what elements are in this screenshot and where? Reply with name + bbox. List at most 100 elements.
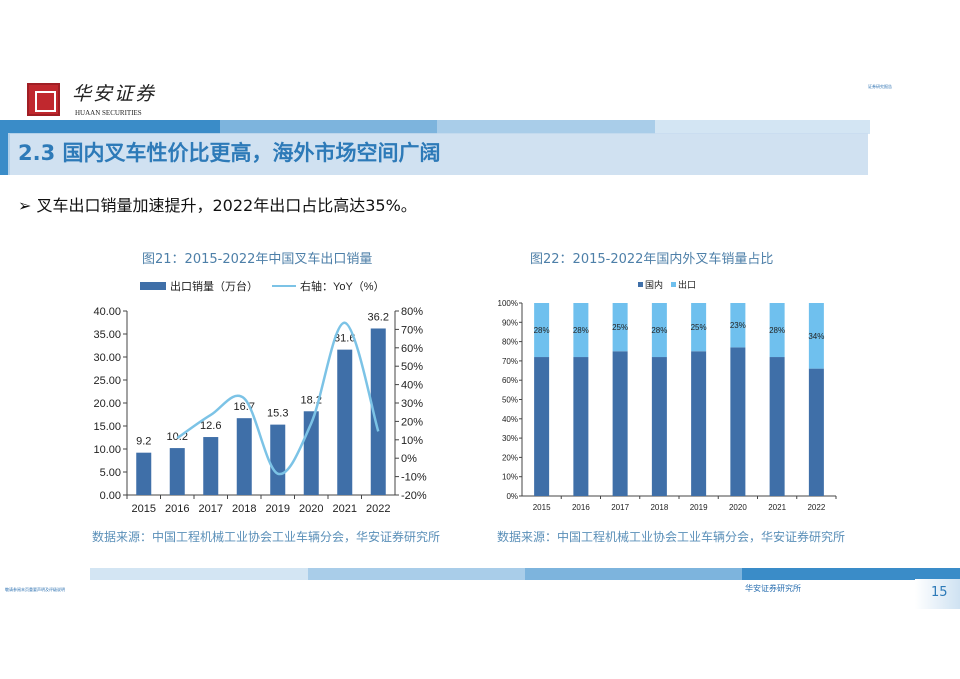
page-number: 15 <box>931 585 948 600</box>
chart1-xtick-label: 2022 <box>366 503 390 515</box>
title-band-4 <box>655 120 870 134</box>
chart1-y2tick-label: -20% <box>401 490 427 502</box>
chart2-bar-export <box>691 303 707 352</box>
chart2-export-label: 28% <box>573 326 589 335</box>
chart2-export-label: 28% <box>651 326 667 335</box>
chart1-y2tick-label: 40% <box>401 380 423 392</box>
logo-text-cn: 华安证券 <box>72 83 157 105</box>
chart1-legend-line-label: 右轴：YoY（%） <box>300 279 385 293</box>
chart1-bar-label: 12.6 <box>200 420 221 432</box>
title-band-3 <box>437 120 655 134</box>
chart1-ytick-label: 30.00 <box>93 352 121 364</box>
chart2-ytick-label: 40% <box>502 415 518 424</box>
chart1-y2tick-label: -10% <box>401 472 427 484</box>
chart2-export-label: 34% <box>808 332 824 341</box>
chart2-xtick-label: 2021 <box>768 503 786 512</box>
chart2-ytick-label: 20% <box>502 453 518 462</box>
chart2-ytick-label: 60% <box>502 376 518 385</box>
title-band-1 <box>0 120 220 134</box>
chart2-bar-domestic <box>573 357 589 496</box>
chart2-bar-export <box>730 303 746 348</box>
chart1-xtick-label: 2017 <box>199 503 223 515</box>
title-bar <box>8 133 868 175</box>
chart2-xtick-label: 2019 <box>690 503 708 512</box>
chart2-title: 图22：2015-2022年国内外叉车销量占比 <box>530 252 774 267</box>
chart2-bar-domestic <box>651 357 667 496</box>
chart2-xtick-label: 2018 <box>650 503 668 512</box>
bullet-point: ➢ 叉车出口销量加速提升，2022年出口占比高达35%。 <box>18 196 417 216</box>
footer-org: 华安证券研究所 <box>745 584 801 593</box>
title-accent <box>0 120 10 175</box>
footer-band-3 <box>525 568 742 580</box>
chart2-export-label: 25% <box>691 323 707 332</box>
chart1-xtick-label: 2015 <box>132 503 156 515</box>
chart1-bar <box>136 452 152 495</box>
chart1-ytick-label: 5.00 <box>100 467 121 479</box>
chart2-xtick-label: 2022 <box>807 503 825 512</box>
chart2-bar-export <box>573 303 589 358</box>
chart2-bar-export <box>651 303 667 358</box>
chart1-ytick-label: 35.00 <box>93 329 121 341</box>
chart2-source: 数据来源：中国工程机械工业协会工业车辆分会，华安证券研究所 <box>497 530 846 544</box>
chart1-y2tick-label: 50% <box>401 361 423 373</box>
chart1-bar-label: 9.2 <box>136 436 151 448</box>
chart1-ytick-label: 15.00 <box>93 421 121 433</box>
chart2-bar-domestic <box>691 351 707 496</box>
page-number-box <box>915 579 960 609</box>
chart2-export-label: 23% <box>730 321 746 330</box>
footer-band-1 <box>90 568 308 580</box>
chart2-ytick-label: 90% <box>502 318 518 327</box>
chart1-ytick-label: 0.00 <box>100 490 121 502</box>
chart1-bar <box>203 437 219 495</box>
chart2-export-label: 28% <box>534 326 550 335</box>
chart1-y2tick-label: 0% <box>401 453 417 465</box>
chart1-bar <box>270 424 286 495</box>
chart1-title: 图21：2015-2022年中国叉车出口销量 <box>142 252 373 267</box>
arrow-bullet-icon: ➢ <box>18 196 37 215</box>
chart2-bar-domestic <box>612 351 628 496</box>
chart2-legend-export-label: 出口 <box>678 279 696 290</box>
chart1-xtick-label: 2019 <box>266 503 290 515</box>
chart1-legend-bar-label: 出口销量（万台） <box>170 279 258 293</box>
chart1-y2tick-label: 30% <box>401 398 423 410</box>
chart1-xtick-label: 2016 <box>165 503 189 515</box>
chart1-bar <box>337 349 353 495</box>
chart1-bar <box>169 448 185 495</box>
footer-disclaimer: 敬请参阅末页重要声明及评级说明 <box>5 587 65 592</box>
chart2-export-label: 28% <box>769 326 785 335</box>
chart1-legend-bar-swatch <box>140 282 166 290</box>
chart2-ytick-label: 70% <box>502 357 518 366</box>
section-title: 2.3 国内叉车性价比更高，海外市场空间广阔 <box>18 141 441 165</box>
chart1-source: 数据来源：中国工程机械工业协会工业车辆分会，华安证券研究所 <box>92 530 441 544</box>
footer-band-4 <box>742 568 960 580</box>
chart1-ytick-label: 20.00 <box>93 398 121 410</box>
chart1-yoy-line <box>176 321 380 476</box>
chart2-ytick-label: 30% <box>502 434 518 443</box>
chart1-xtick-label: 2021 <box>333 503 357 515</box>
chart2-ytick-label: 0% <box>506 492 518 501</box>
chart1-y2tick-label: 60% <box>401 343 423 355</box>
title-band-2 <box>220 120 437 134</box>
chart1-y2tick-label: 80% <box>401 306 423 318</box>
chart1-bar <box>236 418 252 495</box>
chart2-bar-domestic <box>808 368 824 496</box>
chart1-ytick-label: 40.00 <box>93 306 121 318</box>
chart1-bar-label: 15.3 <box>267 408 288 420</box>
chart2-ytick-label: 100% <box>498 299 518 308</box>
chart2-ytick-label: 80% <box>502 338 518 347</box>
report-tag: 证券研究报告 <box>868 84 892 89</box>
chart1-ytick-label: 10.00 <box>93 444 121 456</box>
chart1-y2tick-label: 20% <box>401 416 423 428</box>
logo-icon <box>27 83 60 116</box>
chart2-bar-export <box>808 303 824 369</box>
chart2-bar-domestic <box>769 357 785 496</box>
chart1-bar-label: 36.2 <box>368 311 389 323</box>
chart1-xtick-label: 2018 <box>232 503 256 515</box>
chart2-bar-domestic <box>730 347 746 496</box>
chart2-ytick-label: 10% <box>502 473 518 482</box>
chart2-bar-domestic <box>534 357 550 496</box>
chart2-legend-domestic-swatch <box>638 282 643 287</box>
chart1-bar-label: 31.6 <box>334 333 355 345</box>
chart2-xtick-label: 2020 <box>729 503 747 512</box>
